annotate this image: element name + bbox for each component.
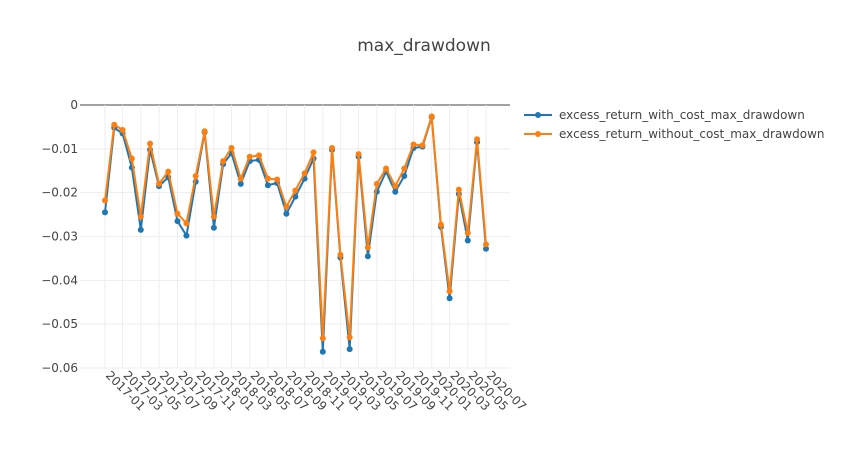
y-tick-label: −0.04 <box>41 273 78 287</box>
data-point <box>483 241 489 248</box>
data-point <box>183 232 190 239</box>
data-point <box>220 158 227 165</box>
series-2 <box>102 113 489 342</box>
data-point <box>246 153 253 160</box>
data-point <box>355 151 362 158</box>
data-point <box>419 142 426 149</box>
legend-item[interactable]: excess_return_without_cost_max_drawdown <box>524 127 825 141</box>
data-point <box>373 180 380 187</box>
data-point <box>174 218 181 225</box>
legend-marker <box>535 112 541 118</box>
data-point <box>137 226 144 233</box>
data-point <box>464 237 471 244</box>
series-layer <box>102 113 489 355</box>
data-point <box>102 197 108 204</box>
data-point <box>128 155 135 162</box>
y-tick-label: −0.02 <box>41 186 78 200</box>
data-point <box>292 187 299 194</box>
data-point <box>228 144 235 151</box>
data-point <box>165 168 172 175</box>
chart-title: max_drawdown <box>357 36 491 56</box>
data-point <box>210 213 217 220</box>
data-point <box>201 128 208 135</box>
data-point <box>410 141 417 148</box>
data-point <box>401 165 408 172</box>
data-point <box>255 152 262 159</box>
y-tick-label: 0 <box>70 98 78 112</box>
data-point <box>210 224 217 231</box>
data-point <box>329 144 336 151</box>
data-point <box>183 220 190 227</box>
data-point <box>310 149 317 156</box>
data-point <box>383 165 390 172</box>
legend-label: excess_return_without_cost_max_drawdown <box>559 127 825 141</box>
data-point <box>119 126 126 133</box>
data-point <box>364 253 371 260</box>
data-point <box>337 251 344 258</box>
data-point <box>156 180 163 187</box>
data-point <box>264 175 271 182</box>
legend-marker <box>535 131 541 137</box>
data-point <box>474 136 481 143</box>
y-tick-label: −0.05 <box>41 317 78 331</box>
series-1 <box>102 114 489 355</box>
data-point <box>192 173 199 180</box>
y-tick-label: −0.01 <box>41 142 78 156</box>
data-point <box>283 203 290 210</box>
data-point <box>147 140 154 147</box>
data-point <box>237 180 244 187</box>
data-point <box>455 186 462 193</box>
data-point <box>446 288 453 295</box>
data-point <box>283 210 290 217</box>
legend-label: excess_return_with_cost_max_drawdown <box>559 108 805 122</box>
data-point <box>319 348 326 355</box>
data-point <box>174 210 181 217</box>
data-point <box>392 188 399 195</box>
data-point <box>264 182 271 189</box>
data-point <box>137 213 144 220</box>
data-point <box>446 295 453 302</box>
legend-item[interactable]: excess_return_with_cost_max_drawdown <box>524 108 805 122</box>
data-point <box>102 209 108 216</box>
data-point <box>401 173 408 180</box>
series-line <box>104 116 487 353</box>
data-point <box>428 113 435 120</box>
data-point <box>346 334 353 341</box>
data-point <box>346 346 353 353</box>
data-point <box>483 245 489 252</box>
data-point <box>437 221 444 228</box>
data-point <box>237 175 244 182</box>
x-axis: 2017-012017-032017-052017-072017-092017-… <box>103 368 529 413</box>
data-point <box>301 170 308 177</box>
series-line <box>104 115 487 340</box>
data-point <box>392 183 399 190</box>
data-point <box>319 335 326 342</box>
grid <box>80 104 510 369</box>
y-tick-label: −0.06 <box>41 361 78 375</box>
y-tick-label: −0.03 <box>41 230 78 244</box>
legend[interactable]: excess_return_with_cost_max_drawdownexce… <box>524 108 825 141</box>
y-axis: 0 −0.01 −0.02 −0.03 −0.04 −0.05 −0.06 <box>41 98 78 375</box>
data-point <box>111 121 118 128</box>
data-point <box>464 229 471 236</box>
data-point <box>274 176 281 183</box>
data-point <box>364 244 371 251</box>
